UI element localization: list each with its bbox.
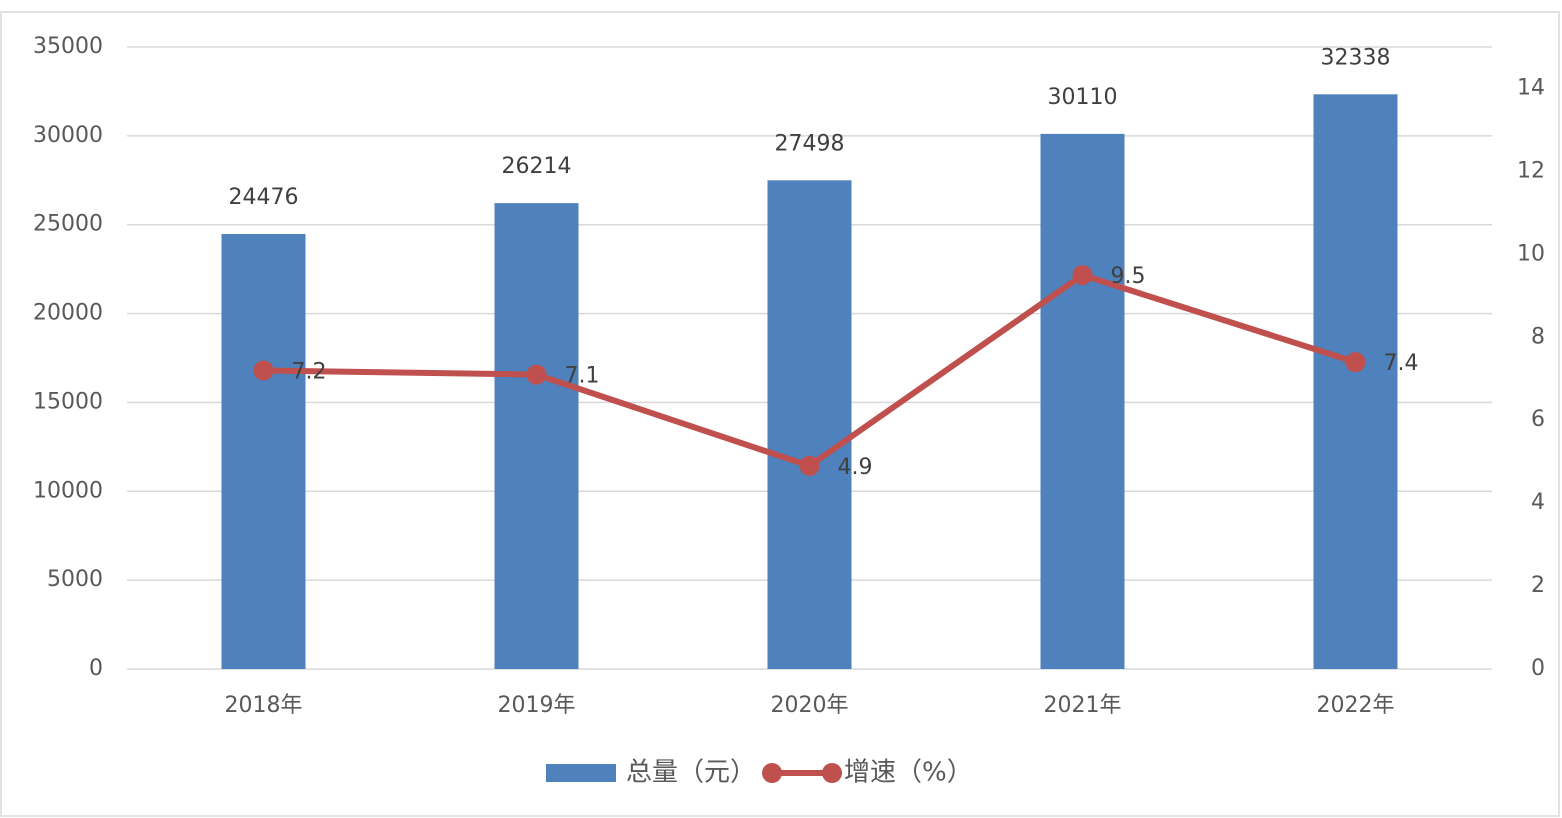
bar-value-label: 24476 [229, 185, 299, 210]
y-tick-label: 0 [89, 656, 103, 681]
y-tick-label: 25000 [33, 212, 103, 237]
bar-value-label: 30110 [1048, 85, 1118, 110]
legend-swatch [762, 763, 783, 783]
y2-tick-label: 6 [1531, 407, 1545, 432]
legend-swatch [822, 763, 843, 783]
y-tick-label: 30000 [33, 123, 103, 148]
x-tick-label: 2020年 [771, 693, 849, 718]
y2-tick-label: 8 [1531, 324, 1545, 349]
line-value-label: 4.9 [838, 455, 873, 480]
line-marker [526, 364, 547, 385]
legend-swatch [546, 764, 616, 782]
y2-tick-label: 10 [1517, 241, 1545, 266]
bar-value-label: 26214 [502, 154, 572, 179]
line-marker [1345, 352, 1366, 373]
line-value-label: 9.5 [1111, 264, 1146, 289]
bar [494, 203, 579, 669]
y2-tick-label: 14 [1517, 75, 1545, 100]
bar [1313, 94, 1398, 669]
line-value-label: 7.1 [565, 364, 600, 389]
y-tick-label: 20000 [33, 301, 103, 326]
y-tick-label: 10000 [33, 478, 103, 503]
y-tick-label: 35000 [33, 34, 103, 59]
bar [767, 180, 852, 669]
line-marker [253, 360, 274, 381]
x-tick-label: 2021年 [1044, 693, 1122, 718]
x-tick-label: 2018年 [225, 693, 303, 718]
y2-tick-label: 2 [1531, 573, 1545, 598]
y2-tick-label: 12 [1517, 158, 1545, 183]
line-value-label: 7.4 [1384, 351, 1419, 376]
line-marker [1072, 265, 1093, 286]
bar [221, 234, 306, 669]
legend-label: 增速（%） [844, 758, 973, 788]
line-marker [799, 455, 820, 476]
legend-label: 总量（元） [626, 758, 756, 788]
y2-tick-label: 0 [1531, 656, 1545, 681]
y2-tick-label: 4 [1531, 490, 1545, 515]
bar-value-label: 32338 [1321, 45, 1391, 70]
x-tick-label: 2022年 [1317, 693, 1395, 718]
y-tick-label: 15000 [33, 389, 103, 414]
bar-value-label: 27498 [775, 131, 845, 156]
y-tick-label: 5000 [47, 567, 103, 592]
line-value-label: 7.2 [292, 359, 327, 384]
x-tick-label: 2019年 [498, 693, 576, 718]
bar [1040, 133, 1125, 669]
